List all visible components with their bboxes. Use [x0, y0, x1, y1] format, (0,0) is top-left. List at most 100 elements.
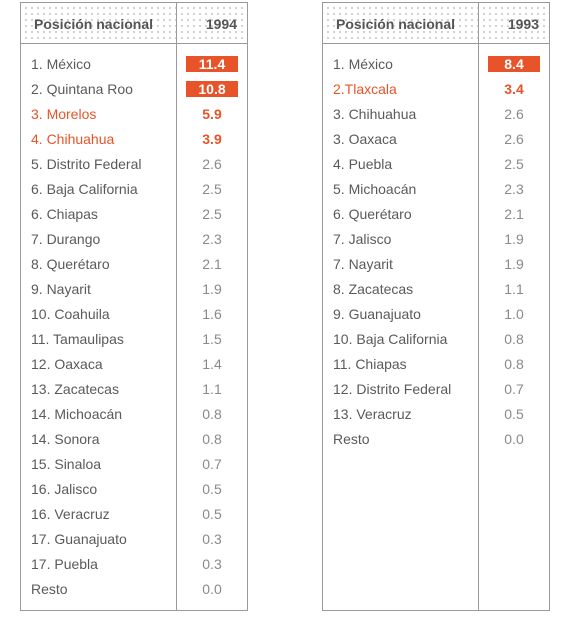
- table-row: 17. Puebla 0.3: [21, 552, 247, 577]
- table-row: 6. Chiapas 2.5: [21, 202, 247, 227]
- state-value: 0.5: [202, 506, 222, 522]
- table-row: 1. México 11.4: [21, 52, 247, 77]
- table-row: Resto 0.0: [323, 427, 549, 452]
- state-value: 2.6: [202, 156, 222, 172]
- state-value: 0.0: [202, 581, 222, 597]
- state-value: 1.9: [504, 256, 524, 272]
- state-value: 8.4: [488, 56, 540, 72]
- table-header: Posición nacional 1994: [21, 3, 247, 44]
- table-row: Resto 0.0: [21, 577, 247, 602]
- state-value: 0.7: [504, 381, 524, 397]
- ranking-table-1994: Posición nacional 1994 1. México 11.4 2. Q…: [20, 2, 248, 611]
- table-row: 10. Coahuila 1.6: [21, 302, 247, 327]
- table-row: 7. Jalisco 1.9: [323, 227, 549, 252]
- state-value: 0.8: [504, 331, 524, 347]
- state-name: 17. Guanajuato: [31, 531, 127, 547]
- table-row: 2.Tlaxcala 3.4: [323, 77, 549, 102]
- state-name: 6. Querétaro: [333, 206, 412, 222]
- table-row: 7. Nayarit 1.9: [323, 252, 549, 277]
- state-name: 14. Sonora: [31, 431, 100, 447]
- state-value: 2.5: [202, 181, 222, 197]
- state-name: 4. Puebla: [333, 156, 393, 172]
- state-value: 3.4: [504, 81, 524, 97]
- state-name: 1. México: [31, 56, 91, 72]
- state-value: 1.1: [202, 381, 222, 397]
- state-value: 1.4: [202, 356, 222, 372]
- table-row: 9. Nayarit 1.9: [21, 277, 247, 302]
- state-name: 16. Jalisco: [31, 481, 98, 497]
- state-name: 7. Durango: [31, 231, 101, 247]
- state-value: 0.8: [504, 356, 524, 372]
- state-name: 10. Coahuila: [31, 306, 110, 322]
- table-row: 16. Veracruz 0.5: [21, 502, 247, 527]
- state-value: 0.7: [202, 456, 222, 472]
- state-name: 5. Michoacán: [333, 181, 417, 197]
- state-name: Resto: [31, 581, 68, 597]
- state-value: 11.4: [186, 56, 238, 72]
- state-value: 10.8: [186, 81, 238, 97]
- state-name: 13. Zacatecas: [31, 381, 119, 397]
- state-name: 7. Nayarit: [333, 256, 393, 272]
- state-value: 2.3: [504, 181, 524, 197]
- state-name: 5. Distrito Federal: [31, 156, 142, 172]
- state-value: 2.3: [202, 231, 222, 247]
- state-name: Resto: [333, 431, 370, 447]
- state-name: 11. Tamaulipas: [31, 331, 124, 347]
- state-value: 1.1: [504, 281, 524, 297]
- state-name: 7. Jalisco: [333, 231, 392, 247]
- table-row: 7. Durango 2.3: [21, 227, 247, 252]
- state-value: 2.1: [202, 256, 222, 272]
- state-name: 6. Chiapas: [31, 206, 98, 222]
- header-label: Posición nacional: [34, 16, 154, 32]
- table-row: 14. Michoacán 0.8: [21, 402, 247, 427]
- table-row: 3. Morelos 5.9: [21, 102, 247, 127]
- table-row: 5. Michoacán 2.3: [323, 177, 549, 202]
- state-value: 0.0: [504, 431, 524, 447]
- state-value: 0.5: [504, 406, 524, 422]
- state-name: 17. Puebla: [31, 556, 98, 572]
- state-value: 2.5: [202, 206, 222, 222]
- table-row: 2. Quintana Roo 10.8: [21, 77, 247, 102]
- state-name: 12. Distrito Federal: [333, 381, 452, 397]
- state-value: 2.6: [504, 131, 524, 147]
- state-value: 2.6: [504, 106, 524, 122]
- state-value: 1.6: [202, 306, 222, 322]
- table-row: 3. Oaxaca 2.6: [323, 127, 549, 152]
- column-divider: [478, 3, 479, 610]
- state-name: 4. Chihuahua: [31, 131, 115, 147]
- header-year: 1993: [507, 16, 539, 32]
- state-name: 13. Veracruz: [333, 406, 412, 422]
- state-name: 12. Oaxaca: [31, 356, 103, 372]
- state-name: 3. Chihuahua: [333, 106, 417, 122]
- state-name: 3. Morelos: [31, 106, 97, 122]
- state-name: 15. Sinaloa: [31, 456, 102, 472]
- table-row: 1. México 8.4: [323, 52, 549, 77]
- state-name: 16. Veracruz: [31, 506, 110, 522]
- table-row: 8. Querétaro 2.1: [21, 252, 247, 277]
- state-value: 1.9: [202, 281, 222, 297]
- state-name: 6. Baja California: [31, 181, 138, 197]
- table-row: 11. Chiapas 0.8: [323, 352, 549, 377]
- table-rows: 1. México 8.4 2.Tlaxcala 3.4 3. Chihuahua 2.6…: [323, 52, 549, 452]
- state-name: 10. Baja California: [333, 331, 448, 347]
- table-row: 13. Zacatecas 1.1: [21, 377, 247, 402]
- table-row: 14. Sonora 0.8: [21, 427, 247, 452]
- state-name: 9. Guanajuato: [333, 306, 421, 322]
- table-row: 10. Baja California 0.8: [323, 327, 549, 352]
- state-name: 11. Chiapas: [333, 356, 407, 372]
- table-row: 12. Oaxaca 1.4: [21, 352, 247, 377]
- state-name: 3. Oaxaca: [333, 131, 397, 147]
- state-name: 8. Zacatecas: [333, 281, 414, 297]
- state-value: 0.8: [202, 431, 222, 447]
- table-row: 16. Jalisco 0.5: [21, 477, 247, 502]
- table-header: Posición nacional 1993: [323, 3, 549, 44]
- state-value: 0.3: [202, 531, 222, 547]
- header-label: Posición nacional: [336, 16, 456, 32]
- table-row: 9. Guanajuato 1.0: [323, 302, 549, 327]
- ranking-table-1993: Posición nacional 1993 1. México 8.4 2.Tla…: [322, 2, 550, 611]
- state-name: 1. México: [333, 56, 393, 72]
- table-row: 11. Tamaulipas 1.5: [21, 327, 247, 352]
- table-row: 12. Distrito Federal 0.7: [323, 377, 549, 402]
- state-value: 5.9: [202, 106, 222, 122]
- state-name: 14. Michoacán: [31, 406, 123, 422]
